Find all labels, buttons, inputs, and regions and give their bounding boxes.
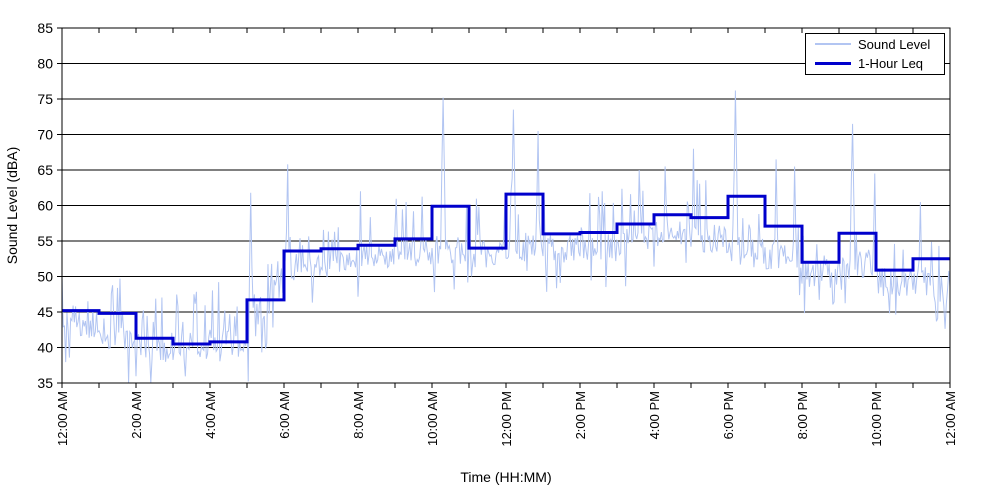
y-axis-title: Sound Level (dBA) (4, 147, 20, 265)
x-tick-label: 12:00 AM (943, 391, 958, 446)
leq-step-line (62, 192, 950, 346)
y-tick-label: 70 (37, 127, 53, 143)
x-tick-label: 12:00 AM (55, 391, 70, 446)
x-tick-label: 8:00 PM (795, 391, 810, 439)
x-tick-label: 6:00 PM (721, 391, 736, 439)
y-tick-label: 60 (37, 198, 53, 214)
x-tick-label: 10:00 AM (425, 391, 440, 446)
legend-label-1-hour-leq: 1-Hour Leq (858, 56, 924, 72)
x-tick-label: 12:00 PM (499, 391, 514, 447)
x-tick-label: 6:00 AM (277, 391, 292, 439)
y-tick-label: 75 (37, 91, 53, 107)
x-tick-label: 2:00 AM (129, 391, 144, 439)
x-tick-label: 8:00 AM (351, 391, 366, 439)
y-tick-label: 80 (37, 56, 53, 72)
y-tick-label: 45 (37, 304, 53, 320)
sound-level-line-swatch (815, 43, 851, 46)
legend-label-sound-level: Sound Level (858, 36, 931, 52)
leq-line-swatch (815, 62, 851, 66)
legend: Sound Level 1-Hour Leq (805, 33, 945, 75)
y-tick-label: 85 (37, 20, 53, 36)
legend-item-1-hour-leq: 1-Hour Leq (806, 55, 944, 73)
x-tick-label: 2:00 PM (573, 391, 588, 439)
y-tick-label: 35 (37, 375, 53, 391)
y-tick-label: 65 (37, 162, 53, 178)
y-tick-label: 40 (37, 340, 53, 356)
x-tick-label: 10:00 PM (869, 391, 884, 447)
x-tick-label: 4:00 PM (647, 391, 662, 439)
y-tick-label: 50 (37, 269, 53, 285)
x-axis-title: Time (HH:MM) (460, 469, 551, 485)
y-tick-label: 55 (37, 233, 53, 249)
sound-level-trace (61, 90, 951, 384)
legend-item-sound-level: Sound Level (806, 35, 944, 53)
x-tick-label: 4:00 AM (203, 391, 218, 439)
